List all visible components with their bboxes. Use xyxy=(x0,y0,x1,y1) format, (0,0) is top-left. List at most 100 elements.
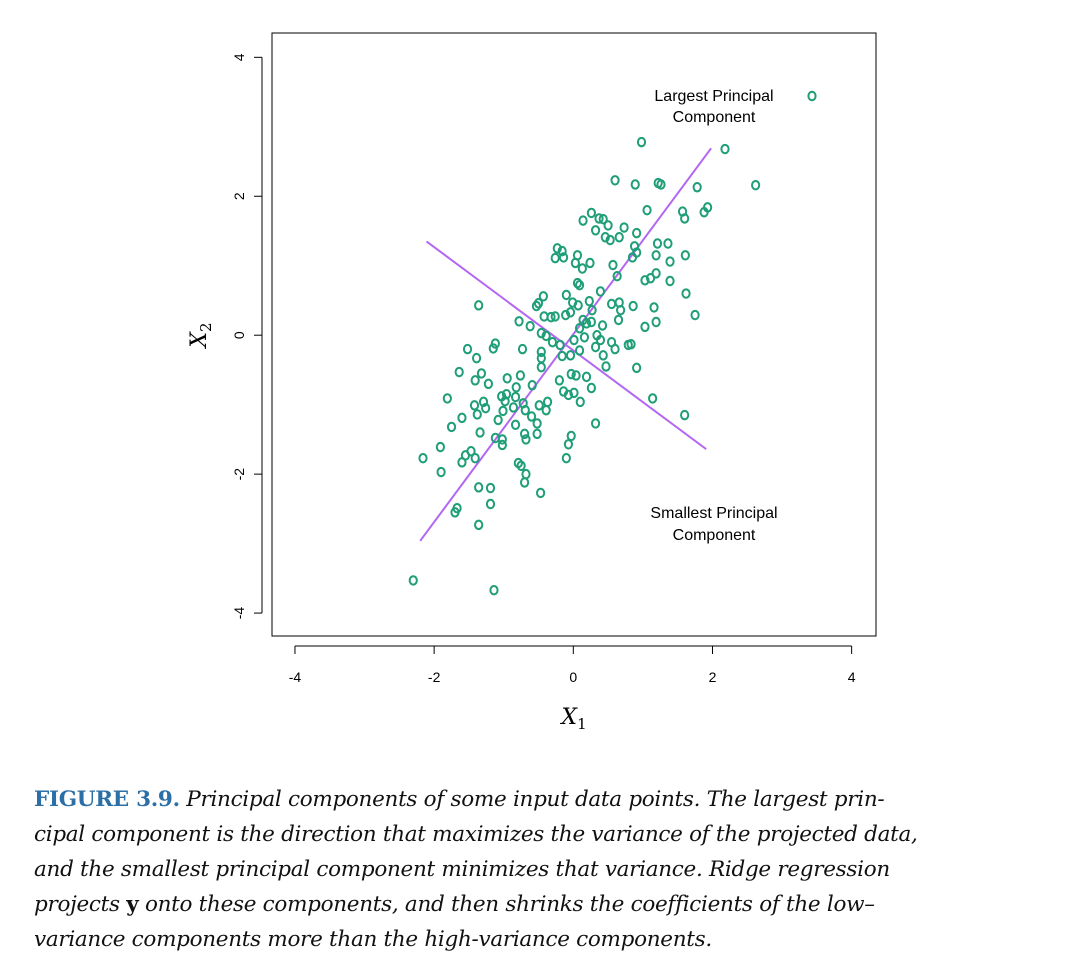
data-point xyxy=(690,309,700,321)
data-point xyxy=(557,245,567,257)
data-point xyxy=(640,275,650,286)
data-point xyxy=(519,477,530,488)
data-point xyxy=(536,327,546,339)
data-point xyxy=(585,257,595,269)
data-point xyxy=(600,232,610,243)
data-point xyxy=(680,409,690,421)
y-tick-label: 2 xyxy=(231,192,247,200)
data-point xyxy=(565,307,576,318)
x-axis: -4 -2 0 2 4 xyxy=(289,645,856,685)
data-point xyxy=(474,519,484,531)
data-point xyxy=(532,428,542,440)
data-point xyxy=(485,482,496,494)
data-point xyxy=(547,336,558,348)
data-point xyxy=(550,311,560,322)
caption-line: variance components more than the high-v… xyxy=(34,927,712,952)
data-point xyxy=(651,250,661,261)
data-point xyxy=(699,207,709,218)
data-point xyxy=(613,314,624,326)
x-axis-label: X1 xyxy=(559,705,586,733)
data-point xyxy=(546,311,556,323)
data-point xyxy=(648,393,658,404)
data-point xyxy=(435,441,445,453)
data-point xyxy=(642,204,652,216)
data-point xyxy=(720,143,730,155)
data-point xyxy=(586,207,596,219)
pc-lines xyxy=(419,147,712,542)
data-point xyxy=(627,252,638,263)
data-point xyxy=(630,179,640,190)
data-point xyxy=(628,300,638,312)
caption-text: projects xyxy=(34,892,127,917)
data-point xyxy=(488,343,498,354)
data-point xyxy=(663,238,673,249)
data-point xyxy=(590,341,601,353)
annotation-line2: Component xyxy=(673,527,756,544)
data-point xyxy=(470,452,480,464)
data-point xyxy=(636,136,647,148)
caption-text: onto these components, and then shrinks … xyxy=(138,892,875,917)
data-point xyxy=(510,419,521,431)
x-tick-label: -4 xyxy=(289,669,302,685)
data-point xyxy=(533,298,544,309)
data-point xyxy=(569,334,579,346)
data-point xyxy=(574,323,585,334)
data-point xyxy=(485,498,496,510)
data-point xyxy=(557,350,567,362)
data-point xyxy=(574,345,585,356)
data-point xyxy=(516,460,526,471)
data-point xyxy=(466,446,476,457)
data-point xyxy=(554,375,564,386)
data-point xyxy=(632,227,642,239)
annotation-line1: Smallest Principal xyxy=(650,505,777,522)
data-point xyxy=(474,300,484,311)
data-point xyxy=(616,304,626,316)
data-point xyxy=(510,391,521,403)
data-point xyxy=(454,366,464,378)
data-point xyxy=(570,257,580,269)
data-point xyxy=(590,418,601,429)
data-point xyxy=(514,316,524,327)
data-point xyxy=(470,375,480,386)
data-point xyxy=(681,288,691,299)
data-point xyxy=(603,220,613,231)
data-point xyxy=(581,318,592,329)
data-point xyxy=(457,457,467,468)
data-point xyxy=(605,234,615,246)
data-point xyxy=(531,300,542,312)
data-point xyxy=(590,225,601,236)
data-point xyxy=(571,370,581,381)
data-point xyxy=(535,487,546,499)
data-point xyxy=(457,412,467,424)
data-point xyxy=(493,414,503,426)
data-point xyxy=(612,270,622,282)
data-point xyxy=(561,309,571,321)
data-point xyxy=(594,213,604,224)
data-point xyxy=(587,304,597,316)
legend-marker xyxy=(807,90,817,102)
data-point xyxy=(558,252,569,263)
data-point xyxy=(566,368,576,380)
data-point xyxy=(542,396,553,408)
data-point xyxy=(597,320,608,331)
data-point xyxy=(656,179,666,190)
data-point xyxy=(649,302,659,313)
data-point xyxy=(595,334,606,346)
x-tick-label: 2 xyxy=(709,669,717,685)
data-point xyxy=(574,279,585,291)
data-point xyxy=(476,368,487,379)
data-point xyxy=(572,277,583,289)
data-point xyxy=(608,259,618,271)
data-point xyxy=(408,575,418,586)
data-point xyxy=(481,402,491,414)
data-point xyxy=(561,289,571,301)
data-point xyxy=(569,387,579,399)
caption-text: Principal components of some input data … xyxy=(179,787,885,812)
data-point xyxy=(595,286,606,297)
caption-line: and the smallest principal component min… xyxy=(34,857,890,882)
data-point xyxy=(534,400,544,411)
data-point xyxy=(577,263,587,274)
data-point xyxy=(565,350,576,361)
data-point xyxy=(561,452,571,464)
data-point xyxy=(418,452,428,464)
